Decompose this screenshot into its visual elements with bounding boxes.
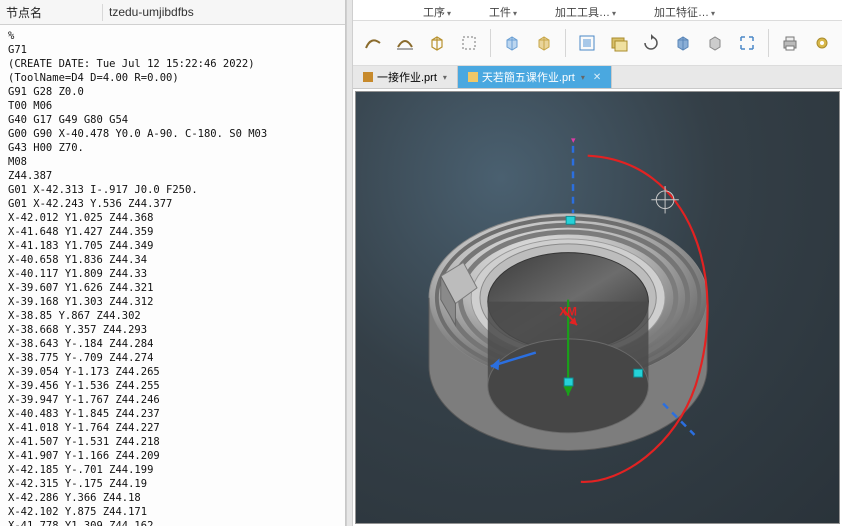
cube-icon[interactable] [423, 29, 451, 57]
gcode-panel: 节点名 tzedu-umjibdfbs % G71 (CREATE DATE: … [0, 0, 346, 526]
marker-cyan [564, 378, 573, 386]
layer-icon[interactable] [605, 29, 633, 57]
tabbar: 一接作业.prt ▾ 天若簡五课作业.prt ▾ ✕ [353, 66, 842, 89]
tangent-icon[interactable] [391, 29, 419, 57]
viewport-3d[interactable]: ▾ [355, 91, 840, 524]
cad-panel: 工序▾ 工件▾ 加工工具…▾ 加工特征…▾ [353, 0, 842, 526]
expand-icon[interactable] [733, 29, 761, 57]
splitter[interactable] [346, 0, 353, 526]
header-value: tzedu-umjibdfbs [103, 5, 345, 19]
close-icon[interactable]: ✕ [593, 72, 601, 83]
file-icon [468, 72, 478, 82]
tab-item-active[interactable]: 天若簡五课作业.prt ▾ ✕ [458, 66, 612, 88]
header-label: 节点名 [0, 4, 103, 21]
file-icon [363, 72, 373, 82]
render-icon[interactable] [701, 29, 729, 57]
chevron-down-icon: ▾ [581, 73, 585, 82]
curve-icon[interactable] [359, 29, 387, 57]
menu-process[interactable]: 工序▾ [423, 4, 451, 20]
chevron-down-icon: ▾ [443, 73, 447, 82]
gcode-listing[interactable]: % G71 (CREATE DATE: Tue Jul 12 15:22:46 … [0, 25, 345, 526]
gcode-header: 节点名 tzedu-umjibdfbs [0, 0, 345, 25]
menu-workpiece[interactable]: 工件▾ [489, 4, 517, 20]
marker-cyan [566, 216, 575, 224]
menu-tool[interactable]: 加工工具…▾ [555, 4, 616, 20]
rotate-icon[interactable] [637, 29, 665, 57]
iso-gold-icon[interactable] [530, 29, 558, 57]
axis-label: XM [559, 305, 577, 318]
dashed-box-icon[interactable] [455, 29, 483, 57]
axis-origin-marker: ▾ [571, 135, 576, 145]
menu-feature[interactable]: 加工特征…▾ [654, 4, 715, 20]
tab-label: 天若簡五课作业.prt [482, 69, 575, 85]
cube-face-icon[interactable] [669, 29, 697, 57]
tab-item[interactable]: 一接作业.prt ▾ [353, 66, 458, 88]
menubar: 工序▾ 工件▾ 加工工具…▾ 加工特征…▾ [353, 0, 842, 20]
fit-icon[interactable] [573, 29, 601, 57]
printer-icon[interactable] [776, 29, 804, 57]
tab-label: 一接作业.prt [377, 69, 437, 85]
cursor-gizmo [651, 186, 678, 213]
iso-blue-icon[interactable] [498, 29, 526, 57]
settings-icon[interactable] [808, 29, 836, 57]
marker-cyan [634, 369, 643, 377]
toolbar [353, 20, 842, 66]
